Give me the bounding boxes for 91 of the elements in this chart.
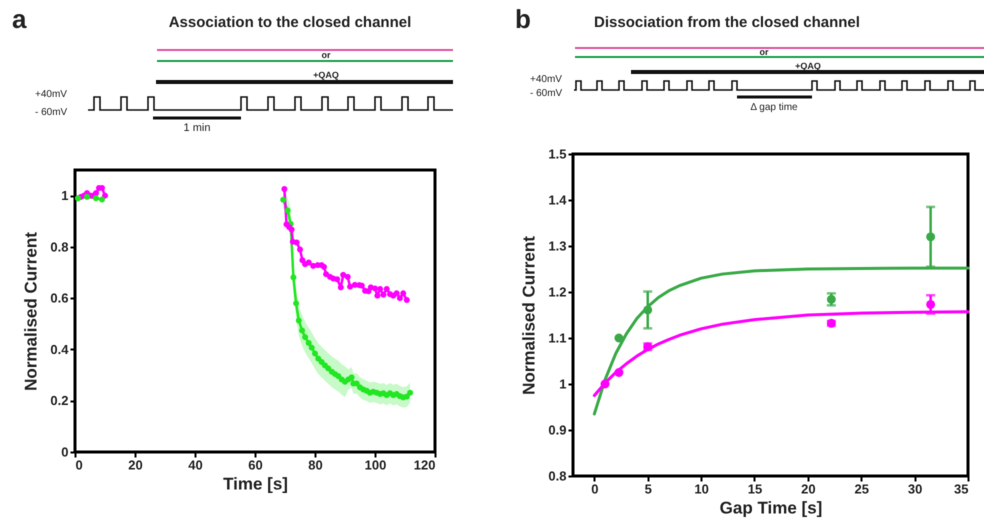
text: Δ gap time: [750, 102, 798, 113]
x-tick-label: 5: [644, 482, 652, 496]
point: [384, 286, 390, 292]
point: [280, 196, 286, 203]
x-tick-label: 100: [364, 458, 386, 472]
x-tick-label: 30: [908, 482, 922, 496]
x-tick-label: 10: [694, 482, 709, 496]
point: [102, 192, 108, 199]
point: [394, 290, 400, 296]
y-tick-label: 0.2: [50, 393, 68, 408]
point: [407, 390, 414, 396]
text: or: [322, 50, 331, 60]
y-tick-label: 1.5: [548, 146, 566, 162]
point: [93, 190, 99, 196]
x-tick-label: 35: [954, 482, 968, 496]
point: [614, 368, 624, 377]
point: [400, 290, 406, 296]
x-tick-label: 120: [414, 458, 436, 472]
point: [372, 285, 378, 292]
point: [93, 195, 99, 202]
text: +QAQ: [795, 61, 821, 71]
x-tick-label: 15: [748, 482, 762, 496]
point: [374, 292, 380, 299]
chart-title: Dissociation from the closed channel: [594, 14, 860, 31]
point: [84, 194, 90, 200]
y-axis-title: Normalised Current: [21, 232, 40, 391]
text: +40mV: [530, 74, 562, 85]
text: b: [515, 4, 531, 34]
x-tick-label: 40: [188, 458, 203, 472]
point: [600, 380, 610, 388]
point: [312, 350, 318, 357]
point: [614, 334, 624, 342]
point: [306, 340, 312, 346]
y-axis-title: Normalised Current: [519, 236, 538, 395]
x-tick-label: 20: [128, 458, 143, 472]
point: [396, 295, 403, 302]
text: - 60mV: [35, 107, 68, 118]
x-tick-label: 0: [591, 482, 598, 496]
point: [377, 286, 384, 292]
point: [294, 240, 300, 246]
point: [334, 276, 340, 282]
line-series: [592, 266, 970, 416]
point: [926, 300, 936, 309]
point: [99, 196, 105, 202]
point: [318, 359, 325, 366]
text: +QAQ: [313, 70, 339, 80]
point: [348, 374, 355, 380]
point: [297, 246, 303, 252]
point: [643, 305, 652, 314]
y-tick-label: 1.1: [548, 330, 566, 346]
point: [288, 226, 295, 232]
text: 1 min: [184, 122, 210, 134]
point: [284, 208, 291, 214]
y-tick-label: 1: [559, 376, 566, 392]
point: [344, 274, 351, 280]
y-tick-label: 1.3: [548, 238, 566, 254]
point: [380, 292, 386, 298]
point: [299, 327, 306, 334]
x-tick-label: 20: [801, 482, 816, 496]
x-axis-title: Time [s]: [223, 474, 288, 494]
point: [296, 317, 302, 324]
y-tick-label: 0.6: [50, 290, 68, 306]
point: [321, 264, 327, 270]
y-tick-label: 0: [61, 444, 68, 460]
x-axis-title: Gap Time [s]: [720, 498, 822, 518]
y-tick-label: 1: [61, 188, 68, 204]
point: [302, 334, 308, 340]
y-tick-label: 0.4: [50, 342, 70, 357]
point: [308, 344, 315, 351]
x-tick-label: 80: [308, 458, 323, 472]
point: [926, 232, 936, 242]
chart-title: Association to the closed channel: [168, 14, 412, 31]
text: +40mV: [35, 89, 68, 100]
point: [826, 294, 836, 304]
y-tick-label: 0.8: [548, 468, 566, 484]
y-tick-label: 1.2: [548, 284, 566, 300]
point: [347, 284, 354, 290]
point: [404, 296, 410, 303]
point: [306, 260, 312, 266]
text: a: [12, 4, 27, 34]
text: or: [760, 47, 769, 57]
point: [281, 186, 288, 192]
point: [293, 300, 300, 306]
y-tick-label: 0.9: [548, 422, 566, 438]
text: - 60mV: [530, 88, 563, 99]
x-tick-label: 60: [248, 458, 263, 472]
point: [290, 274, 296, 280]
x-tick-label: 25: [854, 482, 869, 496]
y-tick-label: 0.8: [50, 239, 68, 254]
x-tick-label: 0: [76, 458, 83, 472]
y-tick-label: 1.4: [548, 192, 568, 208]
